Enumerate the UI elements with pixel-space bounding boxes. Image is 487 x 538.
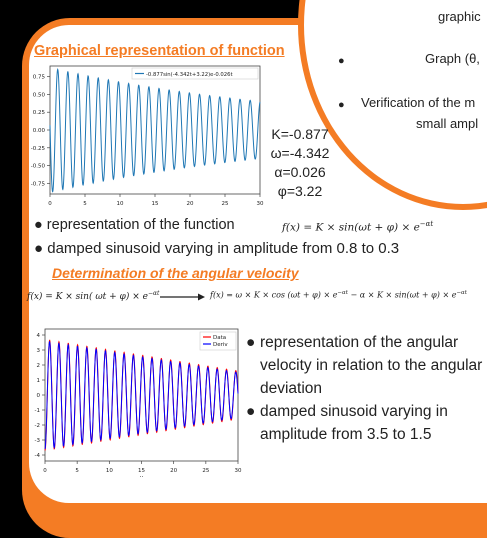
- y-tick-label: 0.00: [33, 128, 46, 134]
- y-tick-label: 0.75: [33, 75, 46, 81]
- y-tick-label: 2: [37, 363, 41, 369]
- x-tick-label: 5: [75, 468, 79, 474]
- y-tick-label: 0: [37, 393, 41, 399]
- bubble-bullet-2: ●: [338, 99, 345, 111]
- param-omega: ω=-4.342: [270, 145, 330, 161]
- formula-function: f(x) = K × sin(ωt + φ) × e−αt: [282, 220, 434, 234]
- note-1-text: representation of the angular velocity i…: [260, 334, 483, 397]
- x-tick-label: 30: [235, 468, 242, 474]
- legend-box: [131, 67, 259, 80]
- formula-left: f(x) = K × sin( ωt + φ) × e−αt: [27, 290, 160, 302]
- series-line: [49, 67, 261, 193]
- bullet-damped: ● damped sinusoid varying in amplitude f…: [34, 240, 400, 257]
- bullet-damped-text: damped sinusoid varying in amplitude fro…: [47, 240, 400, 257]
- x-tick-label: 0: [48, 201, 52, 207]
- bubble-text-2: Graph (θ,: [425, 51, 480, 66]
- y-tick-label: -0.25: [31, 146, 46, 152]
- bubble-text-4: small ampl: [416, 116, 479, 131]
- note-item: ● representation of the angular velocity …: [246, 334, 483, 397]
- param-alpha: α=0.026: [274, 164, 326, 180]
- x-tick-label: 10: [106, 468, 113, 474]
- param-k: K=-0.877: [271, 126, 329, 142]
- y-tick-label: -0.50: [31, 164, 46, 170]
- x-tick-label: 20: [170, 468, 177, 474]
- x-tick-label: 15: [138, 468, 145, 474]
- y-tick-label: 0.25: [33, 110, 46, 116]
- legend-label: Data: [213, 335, 226, 341]
- formula-right: f(x) = ω × K × cos (ωt + φ) × e−αt − α ×…: [210, 290, 467, 300]
- legend-label: -0.877sin(-4.342t+3.22)e-0.026t: [146, 72, 233, 78]
- y-tick-label: 0.50: [33, 92, 46, 98]
- bubble-text-3: Verification of the m: [361, 95, 476, 110]
- x-tick-label: 5: [83, 201, 87, 207]
- legend-label: Deriv: [213, 342, 228, 348]
- y-tick-label: -3: [35, 438, 41, 444]
- angular-velocity-notes: ● representation of the angular velocity …: [246, 331, 486, 446]
- bubble-bullet-1: ●: [338, 55, 345, 67]
- y-tick-label: -0.75: [31, 181, 46, 187]
- bubble-text-1: graphic: [438, 9, 481, 24]
- bullet-representation-text: representation of the function: [46, 217, 235, 233]
- x-tick-label: 25: [222, 201, 229, 207]
- x-tick-label: 20: [187, 201, 194, 207]
- plot-frame: [49, 65, 261, 195]
- y-tick-label: -2: [35, 423, 40, 429]
- section-title-graphical: Graphical representation of function: [34, 43, 285, 59]
- y-tick-label: 1: [37, 378, 41, 384]
- arrow-icon: [160, 293, 205, 301]
- y-tick-label: 4: [37, 333, 41, 339]
- function-chart: 0 5 10 15 20 25 30 0.75 0.50 0.25 0.00 -0.25 -0.50 -0…: [31, 65, 264, 207]
- series-line-deriv: [44, 340, 239, 450]
- parameter-list: K=-0.877 ω=-4.342 α=0.026 φ=3.22: [265, 125, 335, 201]
- x-tick-label: 25: [202, 468, 209, 474]
- section-title-angular-velocity: Determination of the angular velocity: [52, 265, 299, 281]
- y-tick-label: -4: [35, 453, 41, 459]
- x-tick-label: 15: [152, 201, 159, 207]
- x-axis-label: y: [140, 475, 144, 477]
- x-tick-label: 30: [257, 201, 264, 207]
- x-tick-label: 10: [117, 201, 124, 207]
- note-2-text: damped sinusoid varying in amplitude fro…: [260, 403, 448, 443]
- bullet-representation: ● representation of the function: [34, 217, 235, 233]
- x-tick-label: 0: [43, 468, 47, 474]
- y-tick-label: -1: [35, 408, 40, 414]
- y-tick-label: 3: [37, 348, 41, 354]
- param-phi: φ=3.22: [277, 183, 323, 199]
- note-item: ● damped sinusoid varying in amplitude fr…: [246, 403, 448, 443]
